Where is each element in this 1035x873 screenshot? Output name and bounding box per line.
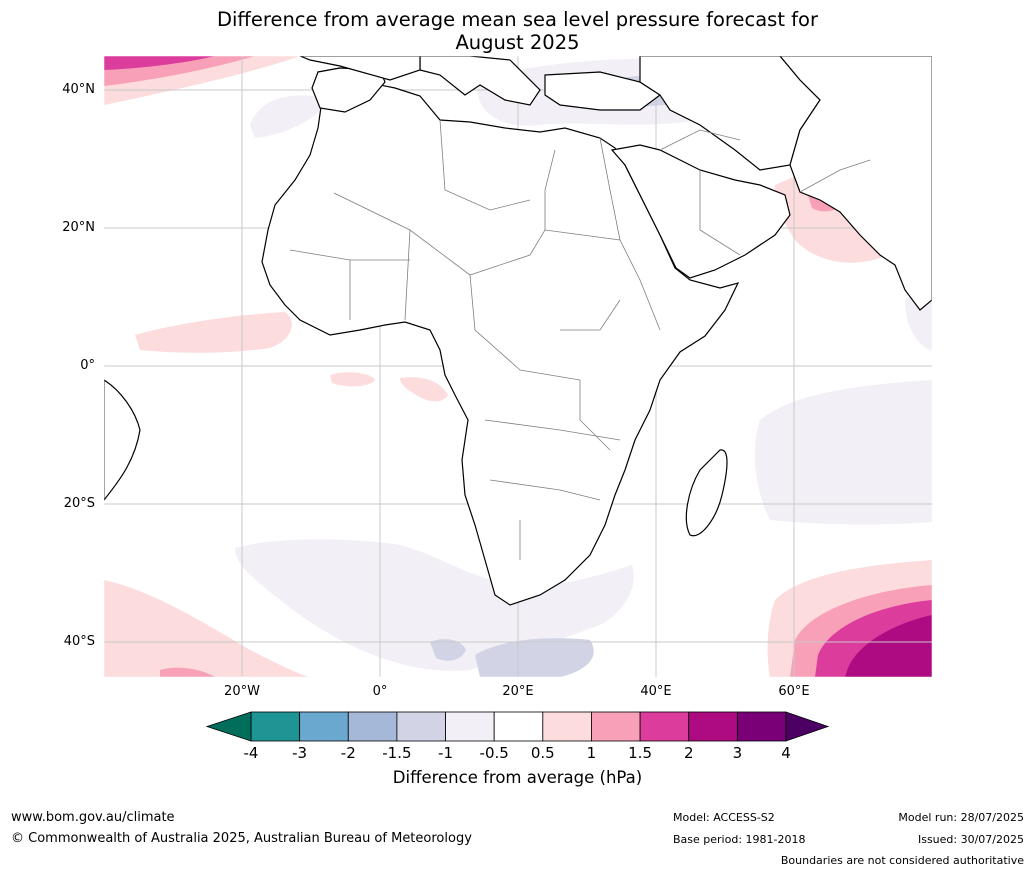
mediterranean-negative-anomaly [250, 95, 330, 138]
colorbar-tick-label: -1.5 [382, 744, 412, 762]
land-masses [104, 56, 932, 606]
colorbar-segment [736, 711, 787, 742]
colorbar-tick-label: -1 [438, 744, 454, 762]
south-asia [779, 56, 932, 311]
footer-base-period: Base period: 1981-2018 [673, 833, 806, 846]
colorbar-segment [347, 711, 398, 742]
colorbar-tick-label: 3 [732, 744, 743, 762]
footer-issued: Issued: 30/07/2025 [917, 833, 1024, 846]
footer-url: www.bom.gov.au/climate [11, 810, 175, 825]
lat-label-20n: 20°N [62, 220, 95, 235]
south-atlantic-negative-belt [235, 539, 634, 671]
lat-label-40s: 40°S [63, 634, 95, 649]
gulf-of-guinea-positive-b [400, 377, 448, 402]
africa-coastline [261, 67, 740, 606]
colorbar-over-arrow [785, 711, 830, 742]
title-line-1: Difference from average mean sea level p… [217, 8, 818, 31]
lon-label-20w: 20°W [224, 684, 260, 699]
lon-label-20e: 20°E [502, 684, 534, 699]
turkey [544, 71, 662, 111]
indian-ocean-negative-anomaly [754, 380, 932, 525]
colorbar-segment [639, 711, 690, 742]
colorbar-tick-label: 2 [683, 744, 694, 762]
colorbar-segment [299, 711, 349, 742]
colorbar-segment [493, 711, 544, 742]
lon-label-40e: 40°E [640, 684, 672, 699]
madagascar [685, 449, 728, 537]
footer-copyright: © Commonwealth of Australia 2025, Austra… [11, 831, 472, 846]
colorbar-tick-label: 1 [586, 744, 597, 762]
lon-label-0: 0° [372, 684, 388, 699]
footer-disclaimer: Boundaries are not considered authoritat… [780, 854, 1024, 867]
colorbar-tick-label: -2 [340, 744, 356, 762]
title-line-2: August 2025 [455, 31, 580, 54]
colorbar-label: Difference from average (hPa) [392, 768, 643, 787]
colorbar-segment [445, 711, 495, 742]
map-frame [103, 55, 933, 678]
lat-label-40n: 40°N [62, 82, 95, 97]
colorbar-tick-label: -3 [292, 744, 308, 762]
chart-title: Difference from average mean sea level p… [0, 8, 1035, 54]
south-atlantic-negative-spot [430, 639, 466, 661]
lat-label-equator: 0° [80, 358, 95, 373]
sw-positive-anomaly [104, 580, 310, 677]
colorbar-tick-label: -4 [243, 744, 259, 762]
colorbar-tick-label: 4 [781, 744, 791, 762]
colorbar-tick-label: 0.5 [530, 744, 555, 762]
south-america [104, 379, 141, 501]
se-positive-anomaly-deep [845, 615, 932, 677]
colorbar-segment [396, 711, 446, 742]
italy-balkans [419, 56, 541, 106]
country-borders [289, 119, 871, 560]
colorbar-segment [542, 711, 592, 742]
colorbar-segment [250, 711, 301, 742]
south-atlantic-negative-core [475, 638, 594, 677]
colorbar-segment [688, 711, 738, 742]
colorbar-segment [591, 711, 641, 742]
tropical-atlantic-positive-anomaly [135, 312, 292, 353]
lon-label-60e: 60°E [778, 684, 810, 699]
footer-model: Model: ACCESS-S2 [673, 811, 775, 824]
europe-north [299, 56, 421, 81]
lat-label-20s: 20°S [63, 496, 95, 511]
footer-model-run: Model run: 28/07/2025 [898, 811, 1024, 824]
colorbar-tick-label: 1.5 [628, 744, 652, 762]
nw-positive-anomaly-inner [104, 56, 215, 70]
arabian-peninsula [610, 144, 791, 279]
colorbar-tick-label: -0.5 [479, 744, 509, 762]
sw-positive-anomaly-core [160, 667, 215, 677]
colorbar-under-arrow [205, 711, 252, 742]
gulf-of-guinea-positive-a [330, 372, 375, 387]
